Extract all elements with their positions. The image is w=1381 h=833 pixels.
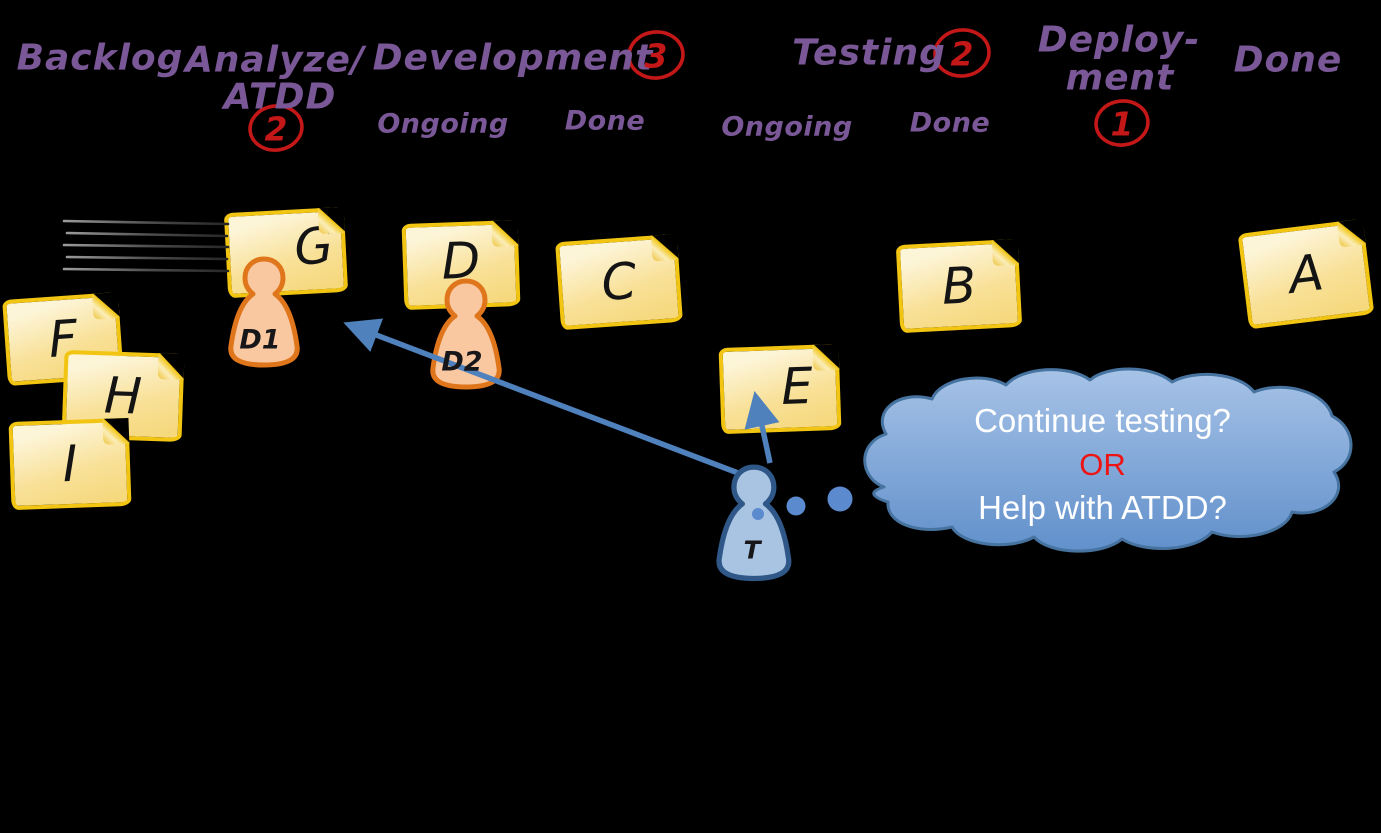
pawn-label-D2: D2	[441, 346, 483, 378]
arrow-to-analyze	[343, 318, 739, 476]
folded-corner-icon	[650, 233, 679, 262]
column-header-deployment-line2: ment	[1065, 57, 1175, 99]
folded-corner-icon	[102, 417, 130, 445]
pawn-label-D1: D1	[239, 324, 281, 356]
card-letter: I	[61, 434, 79, 494]
wip-limit-analyze: 2	[264, 109, 288, 149]
card-letter: H	[103, 366, 143, 426]
cloud-question-line2: Help with ATDD?	[978, 489, 1227, 526]
column-header-deployment-line1: Deploy-	[1037, 19, 1201, 61]
card-letter: A	[1285, 243, 1327, 305]
column-header-development: Development	[372, 37, 654, 79]
folded-corner-icon	[157, 353, 185, 381]
card-letter: E	[780, 356, 814, 416]
cloud-question-or: OR	[1079, 447, 1126, 482]
card-D: D	[401, 220, 521, 310]
column-header-testing: Testing	[792, 32, 946, 74]
column-header-analyze-line1: Analyze/	[184, 39, 366, 81]
folded-corner-icon	[317, 206, 346, 235]
card-letter: C	[599, 251, 639, 313]
card-E: E	[718, 343, 842, 435]
folded-corner-icon	[91, 292, 120, 320]
card-B: B	[895, 238, 1023, 334]
wip-limit-development: 3	[644, 36, 668, 76]
thought-dots	[752, 486, 853, 520]
card-letter: B	[940, 256, 978, 316]
speed-lines	[62, 219, 230, 273]
card-C: C	[555, 233, 683, 331]
cloud-question-line1: Continue testing?	[974, 402, 1231, 439]
folded-corner-icon	[812, 343, 840, 371]
subcolumn-testing-done: Done	[909, 107, 991, 139]
card-I: I	[8, 417, 132, 511]
card-letter: D	[440, 231, 482, 291]
subcolumn-development-ongoing: Ongoing	[377, 108, 509, 140]
card-A: A	[1237, 218, 1375, 330]
subcolumn-development-done: Done	[564, 105, 646, 137]
folded-corner-icon	[991, 238, 1019, 267]
folded-corner-icon	[1336, 218, 1366, 248]
folded-corner-icon	[491, 220, 519, 247]
column-header-done: Done	[1233, 39, 1343, 81]
pawn-label-T: T	[743, 535, 761, 565]
card-G: G	[223, 206, 349, 299]
subcolumn-testing-ongoing: Ongoing	[721, 111, 853, 143]
wip-limit-deployment: 1	[1110, 104, 1134, 144]
column-header-backlog: Backlog	[16, 37, 184, 79]
wip-limit-testing: 2	[950, 34, 974, 74]
